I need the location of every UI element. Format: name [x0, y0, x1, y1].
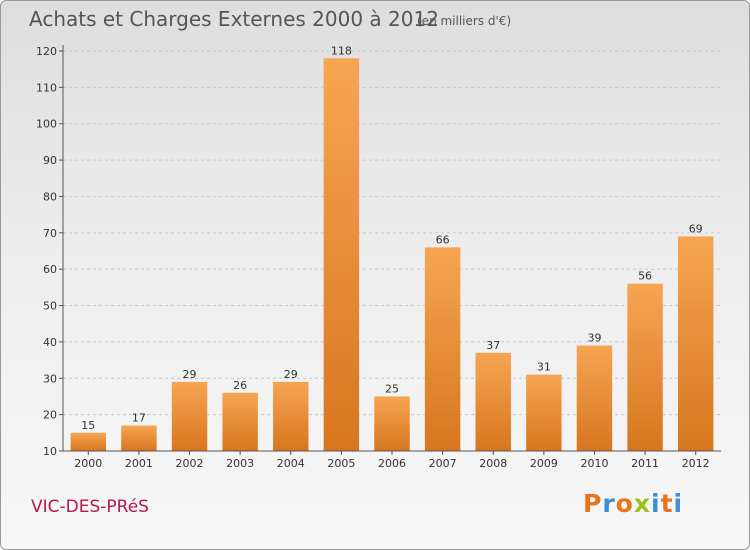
x-tick-label: 2002 — [176, 457, 204, 470]
logo-letter: P — [583, 489, 603, 518]
bar-2001 — [121, 425, 157, 451]
bar-2010 — [576, 345, 613, 451]
logo-letter: t — [660, 489, 674, 518]
bar-2005 — [323, 58, 360, 451]
commune-name: VIC-DES-PRéS — [31, 497, 149, 517]
y-tick-label: 100 — [36, 118, 57, 131]
logo-letter: r — [602, 489, 616, 518]
data-label: 118 — [331, 44, 352, 57]
data-label: 66 — [436, 233, 450, 246]
bar-2007 — [424, 247, 461, 451]
y-tick-label: 110 — [36, 81, 57, 94]
data-label: 17 — [132, 412, 146, 425]
data-label: 37 — [486, 339, 500, 352]
y-tick-label: 40 — [43, 336, 57, 349]
x-tick-label: 2011 — [631, 457, 659, 470]
x-tick-label: 2005 — [327, 457, 355, 470]
x-tick-label: 2001 — [125, 457, 153, 470]
bar-2012 — [677, 236, 714, 451]
x-tick-label: 2003 — [226, 457, 254, 470]
data-label: 29 — [284, 368, 298, 381]
y-tick-label: 20 — [43, 409, 57, 422]
y-tick-label: 90 — [43, 154, 57, 167]
data-label: 26 — [233, 379, 247, 392]
y-tick-label: 80 — [43, 190, 57, 203]
y-tick-label: 50 — [43, 300, 57, 313]
y-tick-label: 60 — [43, 263, 57, 276]
y-tick-label: 10 — [43, 445, 57, 458]
y-tick-label: 120 — [36, 45, 57, 58]
logo-letter: o — [615, 489, 634, 518]
data-label: 56 — [638, 270, 652, 283]
data-label: 31 — [537, 361, 551, 374]
y-tick-label: 70 — [43, 227, 57, 240]
bar-2009 — [526, 374, 562, 451]
bar-2004 — [273, 381, 309, 451]
bar-2000 — [70, 432, 107, 451]
data-label: 39 — [587, 332, 601, 345]
chart-title: Achats et Charges Externes 2000 à 2012 — [29, 7, 439, 31]
chart-subtitle: (en milliers d'€) — [417, 14, 512, 28]
x-tick-label: 2007 — [429, 457, 457, 470]
x-tick-label: 2004 — [277, 457, 305, 470]
logo-letter: i — [673, 489, 684, 518]
data-label: 69 — [689, 222, 703, 235]
data-label: 29 — [183, 368, 197, 381]
x-tick-label: 2008 — [479, 457, 507, 470]
x-tick-label: 2012 — [682, 457, 710, 470]
bar-2003 — [222, 392, 258, 451]
bar-2011 — [627, 283, 663, 451]
logo-letter: x — [633, 489, 651, 518]
bar-2006 — [374, 396, 410, 451]
x-tick-label: 2000 — [74, 457, 102, 470]
logo-letter: i — [651, 489, 661, 518]
x-tick-label: 2010 — [580, 457, 608, 470]
bar-2002 — [171, 381, 208, 451]
proxiti-logo[interactable]: Proxiti — [583, 489, 683, 518]
data-label: 25 — [385, 382, 399, 395]
bar-2008 — [475, 352, 511, 451]
x-tick-label: 2009 — [530, 457, 558, 470]
data-label: 15 — [81, 419, 95, 432]
x-tick-label: 2006 — [378, 457, 406, 470]
y-tick-label: 30 — [43, 372, 57, 385]
